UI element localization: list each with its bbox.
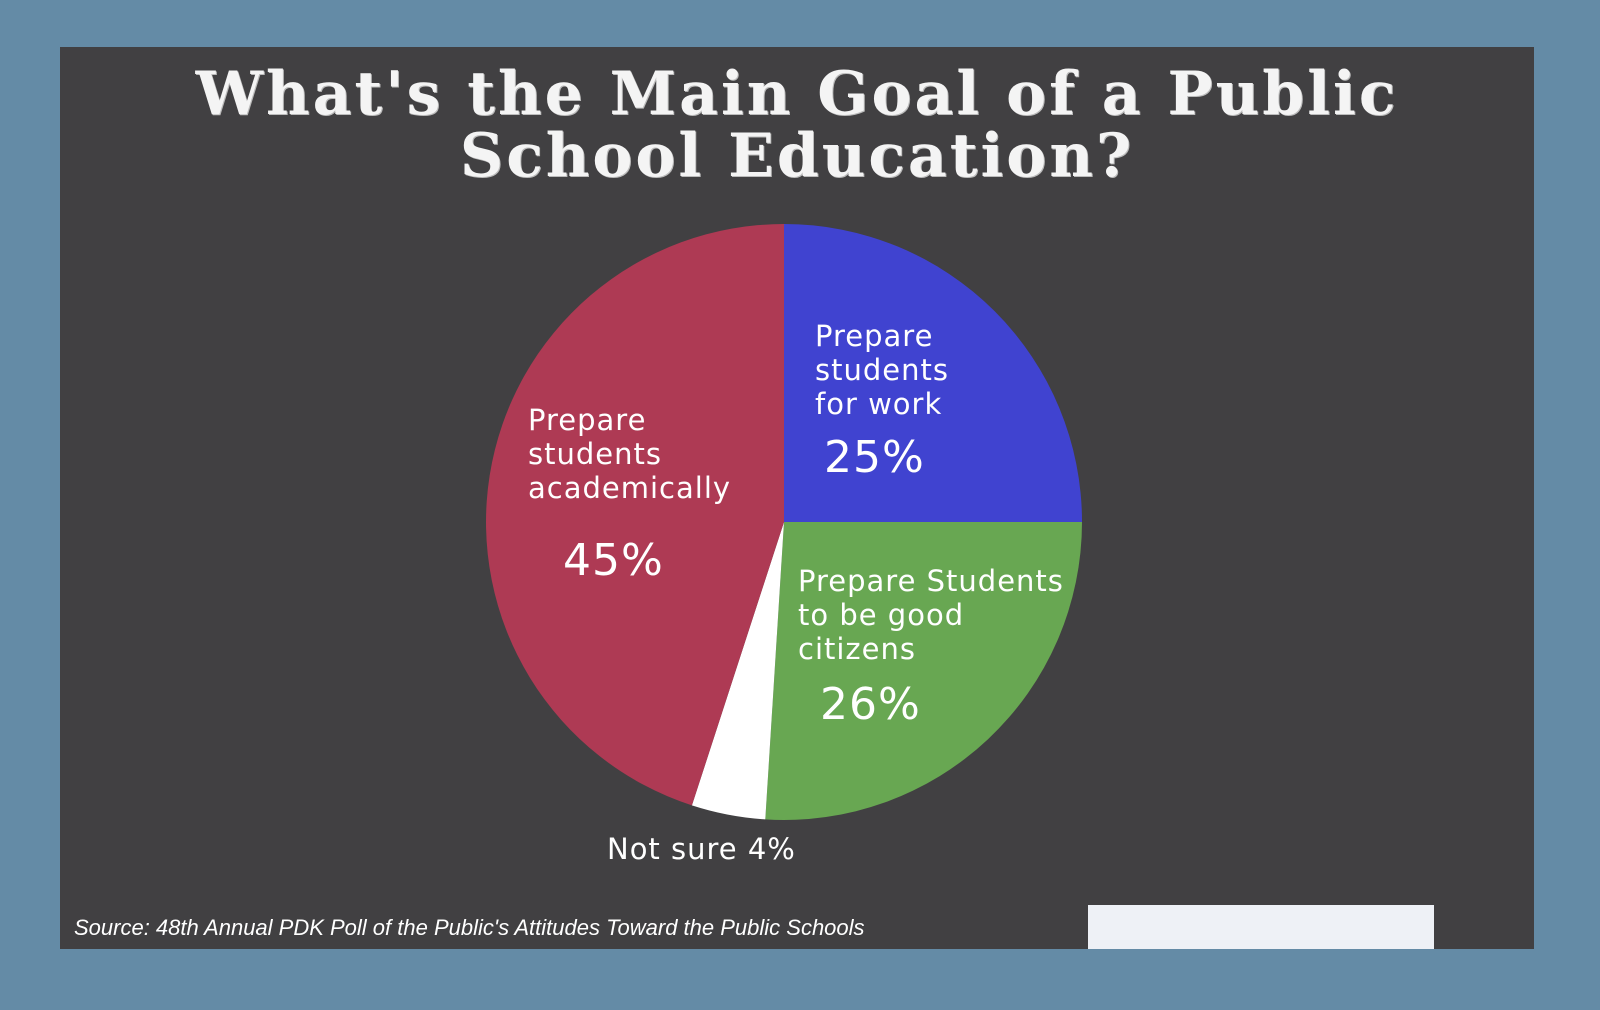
pie-slice-3: [486, 224, 784, 806]
slice-name-academic: Prepare students academically: [528, 403, 732, 505]
slice-name-citizens: Prepare Students to be good citizens: [798, 564, 1064, 666]
chart-board: What's the Main Goal of a Public School …: [60, 47, 1534, 949]
source-note: Source: 48th Annual PDK Poll of the Publ…: [74, 915, 865, 940]
pie-slice-0: [784, 224, 1082, 522]
pie-slice-1: [765, 522, 1082, 820]
title-line-1: What's the Main Goal of a Public: [195, 59, 1399, 129]
slice-label-work: Prepare students for work: [815, 319, 949, 421]
slice-value-academic: 45%: [563, 535, 664, 586]
pie-chart: [486, 224, 1082, 820]
blank-box: [1088, 905, 1434, 949]
title-line-2: School Education?: [459, 121, 1135, 191]
pie-slice-2: [691, 522, 784, 820]
slice-value-citizens: 26%: [820, 679, 921, 730]
slice-label-not-sure: Not sure 4%: [607, 832, 796, 866]
slice-name-work: Prepare students for work: [815, 319, 949, 421]
slice-value-work: 25%: [824, 432, 925, 483]
slice-label-citizens: Prepare Students to be good citizens: [798, 564, 1064, 666]
chart-title: What's the Main Goal of a Public School …: [60, 63, 1534, 187]
slice-label-academic: Prepare students academically: [528, 403, 731, 505]
